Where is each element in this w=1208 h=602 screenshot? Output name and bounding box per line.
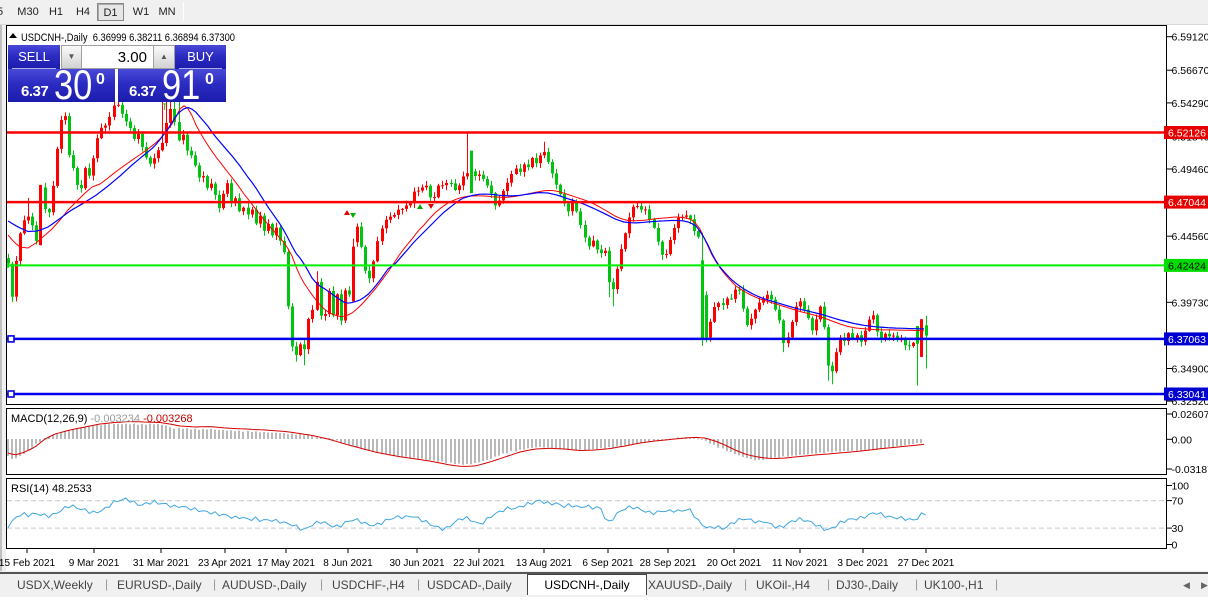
svg-text:6.56670: 6.56670 — [1172, 65, 1208, 77]
svg-text:30: 30 — [1172, 523, 1184, 535]
svg-text:0.00: 0.00 — [1172, 434, 1193, 446]
svg-text:6.37063: 6.37063 — [1168, 334, 1206, 346]
svg-text:17 May 2021: 17 May 2021 — [257, 558, 315, 569]
svg-text:6.39730: 6.39730 — [1172, 297, 1208, 309]
svg-text:100: 100 — [1172, 481, 1190, 493]
svg-text:30 Jun 2021: 30 Jun 2021 — [389, 558, 444, 569]
svg-text:6.42424: 6.42424 — [1168, 260, 1206, 272]
svg-text:6.33041: 6.33041 — [1168, 389, 1206, 401]
svg-text:-0.03187: -0.03187 — [1172, 464, 1208, 476]
svg-text:6.44560: 6.44560 — [1172, 231, 1208, 243]
svg-text:6.59120: 6.59120 — [1172, 32, 1208, 44]
svg-text:6.49460: 6.49460 — [1172, 164, 1208, 176]
svg-text:6 Sep 2021: 6 Sep 2021 — [582, 558, 634, 569]
svg-text:11 Nov 2021: 11 Nov 2021 — [772, 558, 828, 569]
svg-text:23 Apr 2021: 23 Apr 2021 — [198, 558, 252, 569]
svg-text:28 Sep 2021: 28 Sep 2021 — [640, 558, 697, 569]
svg-text:15 Feb 2021: 15 Feb 2021 — [0, 558, 56, 569]
svg-text:0.02607: 0.02607 — [1172, 409, 1208, 421]
svg-text:13 Aug 2021: 13 Aug 2021 — [516, 558, 573, 569]
svg-text:MACD(12,26,9) -0.003234 -0.003: MACD(12,26,9) -0.003234 -0.003268 — [11, 413, 193, 425]
svg-text:31 Mar 2021: 31 Mar 2021 — [133, 558, 190, 569]
svg-text:6.54290: 6.54290 — [1172, 98, 1208, 110]
svg-text:RSI(14) 48.2533: RSI(14) 48.2533 — [11, 483, 92, 495]
svg-text:USDCNH-,Daily 6.36999 6.38211: USDCNH-,Daily 6.36999 6.38211 6.36894 6.… — [21, 32, 235, 44]
svg-text:20 Oct 2021: 20 Oct 2021 — [707, 558, 762, 569]
svg-text:70: 70 — [1172, 496, 1184, 508]
svg-text:6.34900: 6.34900 — [1172, 364, 1208, 376]
svg-text:6.52126: 6.52126 — [1168, 128, 1206, 140]
svg-text:22 Jul 2021: 22 Jul 2021 — [453, 558, 505, 569]
svg-text:3 Dec 2021: 3 Dec 2021 — [837, 558, 889, 569]
svg-text:8 Jun 2021: 8 Jun 2021 — [323, 558, 373, 569]
svg-text:0: 0 — [1172, 540, 1178, 552]
svg-text:27 Dec 2021: 27 Dec 2021 — [898, 558, 955, 569]
svg-text:6.47044: 6.47044 — [1168, 197, 1206, 209]
svg-text:9 Mar 2021: 9 Mar 2021 — [69, 558, 120, 569]
svg-text:T: T — [162, 102, 168, 112]
